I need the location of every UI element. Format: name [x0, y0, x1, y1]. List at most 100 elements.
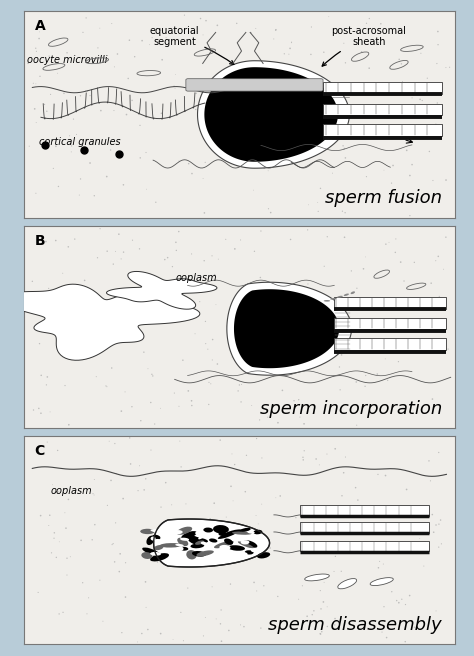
Point — [300, 419, 308, 429]
Point — [288, 340, 295, 351]
Point — [205, 400, 212, 410]
Point — [68, 140, 75, 151]
Point — [264, 203, 272, 214]
Point — [111, 333, 118, 343]
Point — [228, 449, 236, 459]
Ellipse shape — [257, 552, 270, 558]
Point — [362, 252, 369, 262]
Point — [115, 229, 123, 239]
Point — [136, 243, 143, 254]
Point — [397, 257, 404, 268]
Point — [124, 73, 132, 84]
Point — [288, 37, 295, 48]
Point — [92, 371, 100, 382]
Point — [156, 403, 164, 413]
Point — [408, 92, 416, 103]
Point — [269, 352, 277, 362]
Point — [317, 183, 324, 194]
Text: sperm incorporation: sperm incorporation — [260, 400, 442, 418]
Point — [137, 153, 144, 163]
Point — [218, 605, 225, 615]
Point — [353, 420, 361, 430]
Point — [41, 99, 48, 110]
Point — [247, 28, 255, 38]
Point — [79, 577, 86, 588]
Point — [406, 590, 413, 601]
Point — [320, 346, 328, 357]
Point — [357, 527, 365, 538]
Point — [77, 91, 84, 101]
Point — [331, 613, 339, 624]
Point — [231, 243, 238, 254]
Point — [222, 512, 230, 522]
Point — [330, 566, 338, 577]
Point — [286, 279, 293, 289]
Point — [434, 98, 441, 108]
Bar — [334, 338, 447, 350]
Point — [256, 415, 264, 425]
Point — [383, 632, 391, 643]
Ellipse shape — [324, 300, 330, 302]
Point — [442, 62, 450, 73]
Point — [231, 459, 238, 470]
Point — [116, 548, 124, 559]
Point — [99, 616, 107, 626]
Point — [276, 491, 284, 501]
Ellipse shape — [253, 530, 263, 535]
Point — [295, 394, 302, 405]
Point — [406, 171, 414, 181]
Point — [170, 81, 178, 91]
Point — [212, 299, 220, 310]
Point — [240, 621, 248, 632]
Point — [257, 623, 264, 633]
Point — [86, 157, 94, 168]
Point — [202, 15, 210, 26]
Ellipse shape — [188, 537, 208, 543]
Point — [382, 354, 389, 364]
Point — [112, 518, 119, 528]
Point — [302, 319, 310, 329]
Point — [83, 85, 91, 96]
Point — [207, 379, 215, 389]
Point — [103, 171, 110, 182]
Point — [378, 577, 385, 588]
Point — [63, 553, 71, 564]
Point — [272, 24, 280, 35]
Point — [331, 92, 339, 102]
Point — [26, 141, 33, 152]
Point — [342, 153, 349, 163]
Point — [250, 577, 258, 588]
Bar — [300, 541, 429, 551]
Point — [142, 147, 150, 157]
Point — [222, 234, 229, 245]
Point — [229, 495, 237, 506]
Point — [403, 484, 410, 495]
Point — [28, 276, 36, 287]
Point — [142, 474, 149, 484]
Ellipse shape — [140, 529, 155, 534]
Point — [142, 577, 149, 587]
Point — [236, 380, 243, 390]
Point — [214, 85, 222, 95]
Point — [403, 145, 410, 155]
Point — [136, 120, 144, 131]
Ellipse shape — [154, 545, 164, 550]
Ellipse shape — [219, 532, 227, 536]
Point — [314, 197, 321, 207]
Point — [254, 293, 262, 304]
Point — [172, 237, 180, 247]
Point — [109, 539, 116, 550]
Point — [175, 401, 183, 411]
Point — [337, 566, 345, 577]
Point — [54, 68, 62, 79]
Point — [217, 435, 224, 445]
Point — [406, 211, 414, 221]
Point — [428, 509, 436, 520]
Point — [358, 47, 365, 57]
Point — [199, 30, 207, 40]
Point — [252, 510, 260, 521]
Ellipse shape — [337, 296, 343, 298]
Ellipse shape — [219, 545, 230, 550]
Point — [37, 510, 45, 521]
Point — [287, 234, 294, 245]
